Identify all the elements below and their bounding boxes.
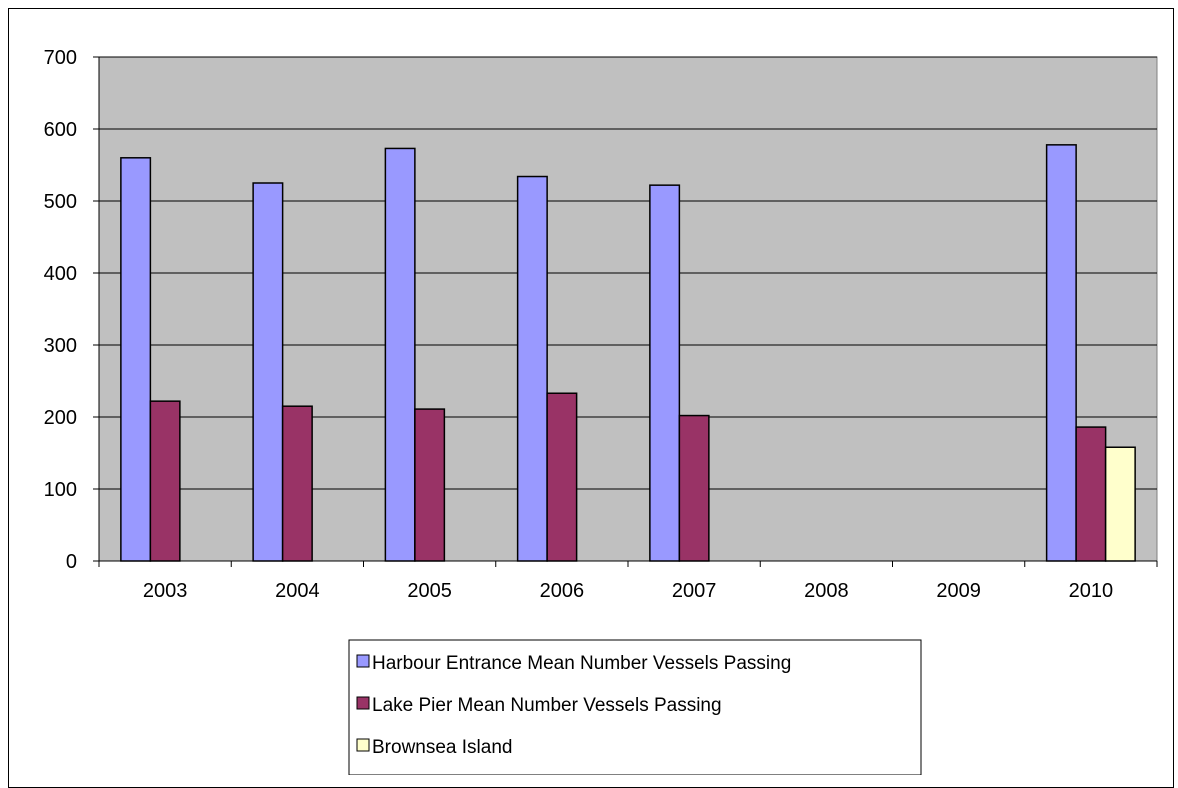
y-tick-labels: 0 100 200 300 400 500 600 700 xyxy=(44,47,77,573)
x-tick-label: 2005 xyxy=(407,580,452,602)
bar xyxy=(120,157,152,562)
bar xyxy=(649,184,681,562)
bar xyxy=(384,147,416,562)
x-tick-label: 2007 xyxy=(672,580,717,602)
y-tick-label: 500 xyxy=(44,191,77,213)
x-tick-label: 2009 xyxy=(936,580,981,602)
bar xyxy=(516,175,548,562)
bar xyxy=(252,182,284,562)
legend-label: Harbour Entrance Mean Number Vessels Pas… xyxy=(372,653,791,674)
bar xyxy=(414,408,446,562)
x-tick-labels: 2003 2004 2005 2006 2007 2008 2009 2010 xyxy=(143,580,1113,602)
bar xyxy=(1045,144,1077,562)
legend-label: Lake Pier Mean Number Vessels Passing xyxy=(372,695,722,716)
x-tick-label: 2010 xyxy=(1069,580,1114,602)
y-tick-label: 100 xyxy=(44,479,77,501)
legend-swatch xyxy=(356,696,370,710)
y-tick-label: 400 xyxy=(44,263,77,285)
bar xyxy=(149,400,181,562)
bar xyxy=(1104,446,1136,562)
legend-swatch xyxy=(356,654,370,668)
y-tick-label: 200 xyxy=(44,407,77,429)
x-tick-label: 2003 xyxy=(143,580,188,602)
y-tick-label: 600 xyxy=(44,119,77,141)
legend: Harbour Entrance Mean Number Vessels Pas… xyxy=(348,639,922,775)
bar xyxy=(546,392,578,562)
legend-swatch xyxy=(356,738,370,752)
x-tick-label: 2008 xyxy=(804,580,849,602)
x-tick-label: 2004 xyxy=(275,580,320,602)
bars xyxy=(120,144,1136,562)
legend-label: Brownsea Island xyxy=(372,737,512,758)
y-tick-label: 700 xyxy=(44,47,77,69)
axes xyxy=(98,57,1158,567)
bar xyxy=(678,414,710,562)
bar xyxy=(1075,426,1107,562)
bar xyxy=(281,405,313,562)
x-tick-label: 2006 xyxy=(540,580,585,602)
legend-box xyxy=(348,639,922,775)
y-tick-label: 0 xyxy=(66,551,77,573)
y-tick-label: 300 xyxy=(44,335,77,357)
